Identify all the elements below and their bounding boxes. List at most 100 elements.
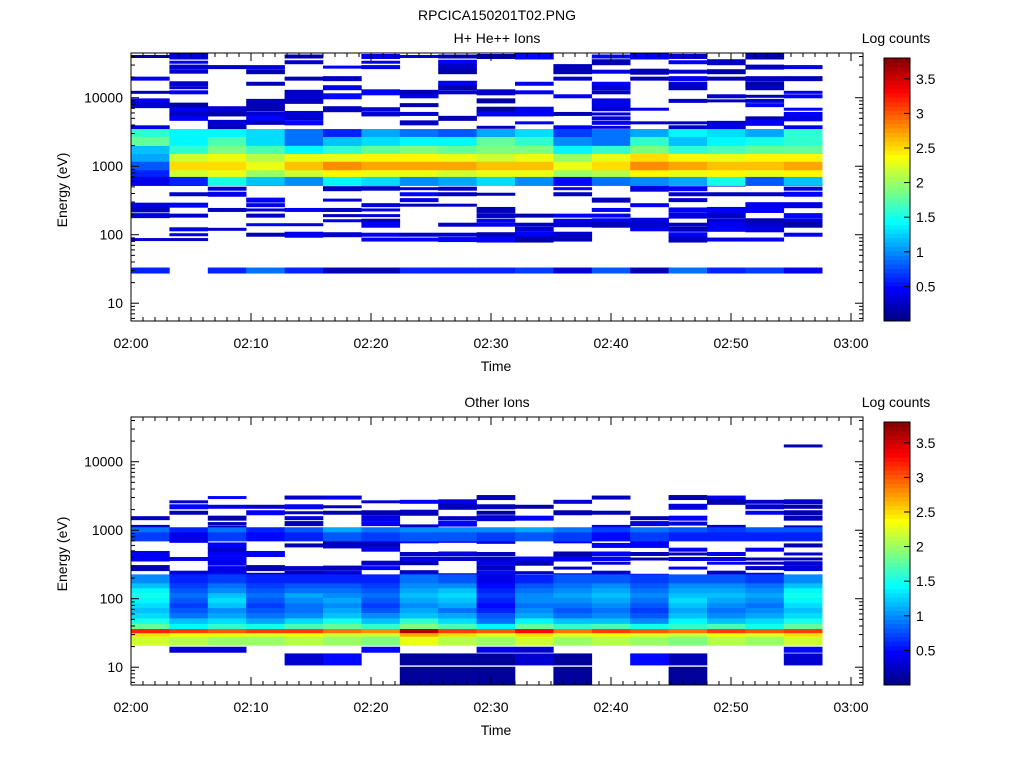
colorbar-segment — [884, 592, 910, 598]
heatmap-cell — [668, 566, 708, 570]
heatmap-cell — [438, 636, 477, 646]
heatmap-cell — [591, 510, 631, 515]
heatmap-cell — [323, 579, 362, 589]
colorbar-tick-label: 3 — [916, 105, 924, 121]
heatmap-cell — [438, 527, 477, 537]
heatmap-cell — [169, 86, 209, 90]
heatmap-cell — [783, 136, 823, 146]
heatmap-cell — [553, 192, 593, 197]
heatmap-cell — [361, 542, 401, 548]
heatmap-cell — [668, 515, 708, 521]
heatmap-cell — [207, 161, 247, 171]
heatmap-cell — [476, 106, 516, 112]
heatmap-cell — [515, 527, 554, 537]
heatmap-cell — [515, 556, 554, 562]
heatmap-cell — [131, 98, 170, 104]
heatmap-cell — [207, 574, 247, 584]
heatmap-cell — [745, 119, 785, 126]
heatmap-cell — [783, 221, 823, 228]
heatmap-cell — [284, 153, 324, 163]
colorbar-segment — [884, 566, 910, 572]
heatmap-cell — [553, 69, 593, 75]
colorbar-segment — [884, 97, 910, 103]
heatmap-cell — [246, 81, 285, 86]
heatmap-cell — [207, 504, 247, 509]
heatmap-cell — [515, 136, 554, 146]
heatmap-cell — [630, 588, 669, 598]
heatmap-cell — [169, 584, 209, 594]
heatmap-cell — [476, 532, 516, 542]
heatmap-cell — [630, 129, 669, 139]
heatmap-cell — [630, 521, 669, 527]
colorbar-segment — [884, 303, 910, 309]
heatmap-cell — [783, 129, 823, 139]
heatmap-cell — [361, 129, 401, 139]
heatmap-cell — [707, 614, 746, 624]
colorbar-segment — [884, 294, 910, 300]
colorbar-segment — [884, 128, 910, 134]
heatmap-cell — [131, 238, 170, 242]
heatmap-cell — [323, 76, 362, 82]
heatmap-cell — [438, 176, 477, 186]
heatmap-cell — [399, 187, 439, 191]
colorbar-segment — [884, 535, 910, 541]
heatmap-cell — [323, 609, 362, 619]
colorbar-segment — [884, 522, 910, 528]
heatmap-cell — [630, 620, 669, 630]
heatmap-cell — [207, 207, 247, 212]
colorbar-segment — [884, 171, 910, 177]
heatmap-cell — [284, 636, 324, 646]
heatmap-cell — [745, 527, 785, 537]
x-tick-label: 03:00 — [833, 335, 868, 351]
heatmap-cell — [323, 542, 362, 549]
heatmap-cell — [246, 69, 285, 75]
heatmap-cell — [207, 119, 247, 126]
heatmap-cell — [745, 170, 785, 180]
colorbar-segment — [884, 299, 910, 304]
colorbar-segment — [884, 268, 910, 274]
heatmap-cell — [438, 594, 477, 604]
heatmap-cell — [399, 145, 439, 155]
heatmap-cell — [553, 170, 593, 180]
heatmap-cell — [745, 153, 785, 163]
heatmap-cell — [553, 231, 593, 238]
heatmap-cell — [438, 620, 477, 630]
heatmap-cell — [207, 609, 247, 619]
heatmap-cell — [246, 203, 285, 208]
colorbar-segment — [884, 106, 910, 112]
heatmap-cell — [207, 556, 247, 563]
colorbar-segment — [884, 193, 910, 199]
colorbar-segment — [884, 465, 910, 471]
heatmap-cell — [553, 267, 593, 274]
heatmap-cell — [246, 176, 285, 186]
colorbar-segment — [884, 58, 910, 63]
colorbar-title: Log counts — [862, 30, 931, 46]
heatmap-cell — [591, 620, 631, 630]
heatmap-cell — [745, 206, 785, 213]
heatmap-cell — [668, 129, 708, 139]
heatmap-cell — [783, 186, 823, 191]
heatmap-cell — [284, 603, 324, 613]
heatmap-cell — [553, 594, 593, 604]
heatmap-cell — [131, 213, 170, 219]
heatmap-cell — [707, 527, 746, 537]
heatmap-cell — [131, 550, 170, 557]
heatmap-cell — [783, 636, 823, 646]
heatmap-cell — [361, 603, 401, 613]
x-tick-label: 02:40 — [593, 335, 628, 351]
heatmap-cell — [399, 136, 439, 146]
heatmap-cell — [246, 594, 285, 604]
colorbar-tick-label: 2.5 — [916, 140, 936, 156]
heatmap-cell — [553, 609, 593, 619]
heatmap-cell — [745, 566, 785, 571]
heatmap-cell — [246, 579, 285, 589]
heatmap-cell — [476, 594, 516, 604]
colorbar-segment — [884, 224, 910, 230]
heatmap-cell — [169, 202, 209, 208]
heatmap-cell — [246, 232, 285, 237]
heatmap-cell — [515, 653, 554, 666]
heatmap-cell — [361, 54, 401, 60]
heatmap-cell — [668, 232, 708, 238]
heatmap-cell — [591, 570, 631, 575]
heatmap-cell — [591, 170, 631, 180]
